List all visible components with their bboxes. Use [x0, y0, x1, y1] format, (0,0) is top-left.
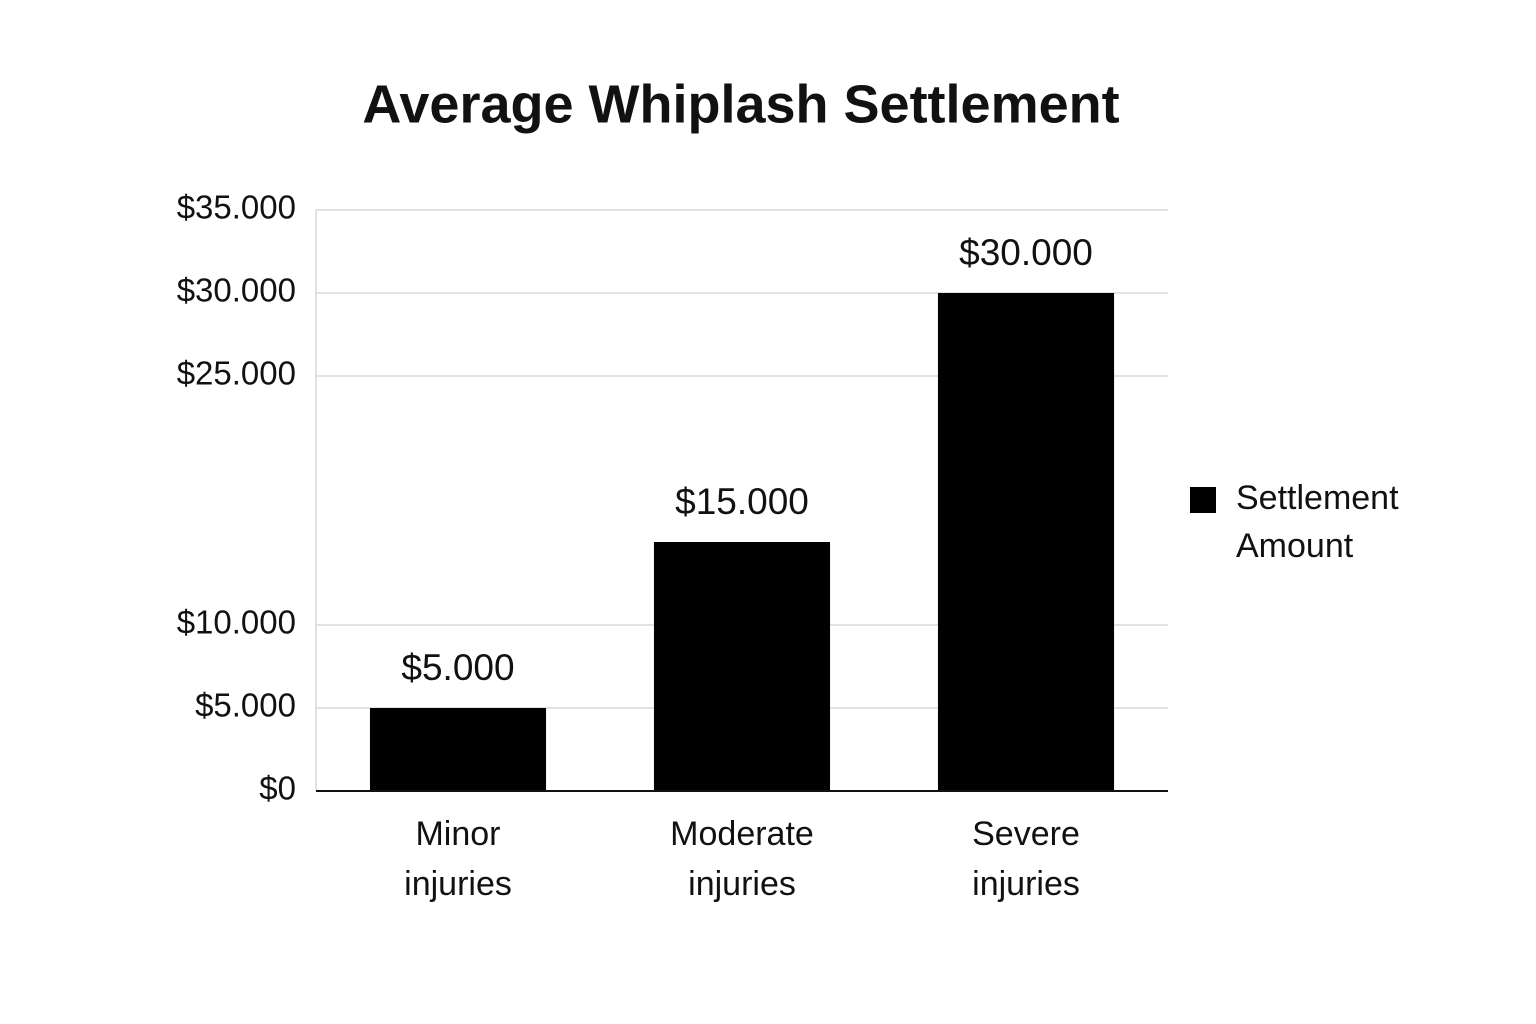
y-tick-label: $10.000 — [177, 604, 296, 641]
data-label: $5.000 — [401, 647, 514, 688]
y-tick-label: $25.000 — [177, 355, 296, 392]
data-label: $30.000 — [959, 232, 1093, 273]
data-label: $15.000 — [675, 481, 809, 522]
legend-swatch — [1190, 487, 1216, 513]
bar — [369, 708, 547, 791]
legend-label: Settlement Amount — [1236, 479, 1399, 565]
y-tick-label: $35.000 — [177, 189, 296, 226]
y-tick-label: $5.000 — [195, 687, 296, 724]
x-tick-label: Moderate injuries — [670, 815, 814, 903]
bar — [653, 542, 831, 791]
y-tick-label: $0 — [259, 770, 296, 807]
chart-title: Average Whiplash Settlement — [362, 74, 1119, 134]
x-tick-label: Severe injuries — [972, 815, 1080, 903]
x-tick-label: Minor injuries — [404, 815, 512, 903]
bar — [937, 293, 1115, 791]
y-tick-label: $30.000 — [177, 272, 296, 309]
